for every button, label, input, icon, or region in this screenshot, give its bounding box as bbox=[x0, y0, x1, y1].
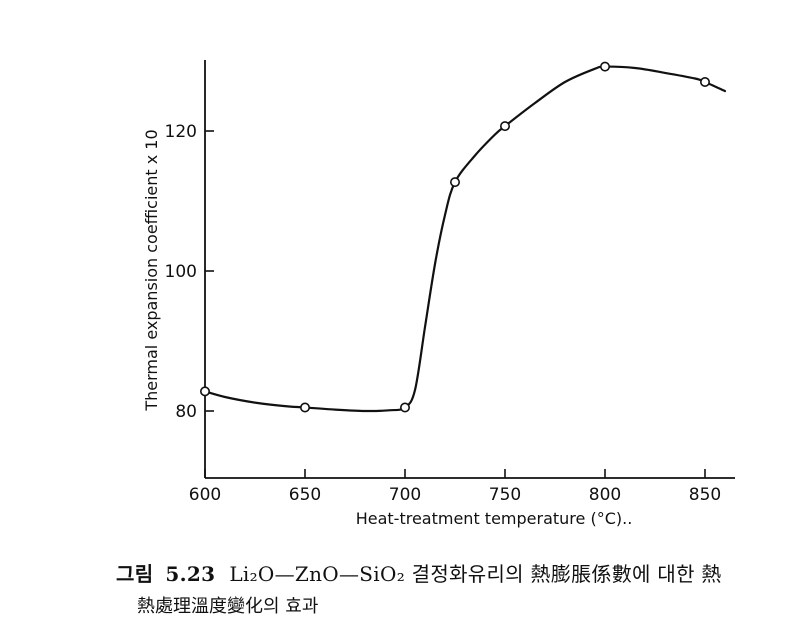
figure-caption: 그림 5.23 Li₂O—ZnO—SiO₂ 결정화유리의 熱膨脹係數에 대한 熱 熱… bbox=[0, 548, 794, 617]
caption-figure-number: 5.23 bbox=[165, 562, 216, 586]
data-point-600 bbox=[200, 386, 211, 397]
caption-line-2: 熱處理溫度變化의 효과 bbox=[137, 592, 318, 618]
x-tick-label-600: 600 bbox=[189, 485, 221, 505]
caption-line-1: 그림 5.23 Li₂O—ZnO—SiO₂ 결정화유리의 熱膨脹係數에 대한 熱 bbox=[116, 558, 722, 587]
data-point-650 bbox=[299, 402, 310, 413]
caption-text-1: Li₂O—ZnO—SiO₂ 결정화유리의 熱膨脹係數에 대한 熱 bbox=[229, 562, 722, 586]
x-tick-label-850: 850 bbox=[689, 485, 721, 505]
data-point-725 bbox=[449, 177, 460, 188]
chart-curve-layer bbox=[203, 65, 727, 413]
y-tick-label-80: 80 bbox=[175, 402, 197, 422]
chart-points-layer bbox=[200, 61, 710, 413]
thermal-expansion-chart: 600 650 700 750 800 850 80 100 120 Thermal expan… bbox=[142, 60, 735, 528]
caption-text-2: 熱處理溫度變化의 효과 bbox=[137, 596, 319, 617]
x-axis-label: Heat-treatment temperature (°C).. bbox=[356, 509, 633, 528]
x-tick-label-750: 750 bbox=[489, 485, 521, 505]
chart-ticks: 600 650 700 750 800 850 80 100 120 bbox=[165, 122, 722, 505]
caption-figure-label: 그림 bbox=[116, 562, 154, 586]
chart-axes bbox=[204, 60, 735, 479]
series-curve bbox=[203, 65, 727, 413]
x-tick-label-800: 800 bbox=[589, 485, 621, 505]
y-tick-label-100: 100 bbox=[165, 262, 197, 282]
x-tick-label-700: 700 bbox=[389, 485, 421, 505]
y-tick-label-120: 120 bbox=[165, 122, 197, 142]
y-axis-label: Thermal expansion coefficient x 10 bbox=[142, 129, 161, 411]
data-point-850 bbox=[699, 77, 710, 88]
data-point-700 bbox=[399, 402, 410, 413]
data-point-750 bbox=[499, 121, 510, 132]
data-point-800 bbox=[599, 61, 610, 72]
x-tick-label-650: 650 bbox=[289, 485, 321, 505]
